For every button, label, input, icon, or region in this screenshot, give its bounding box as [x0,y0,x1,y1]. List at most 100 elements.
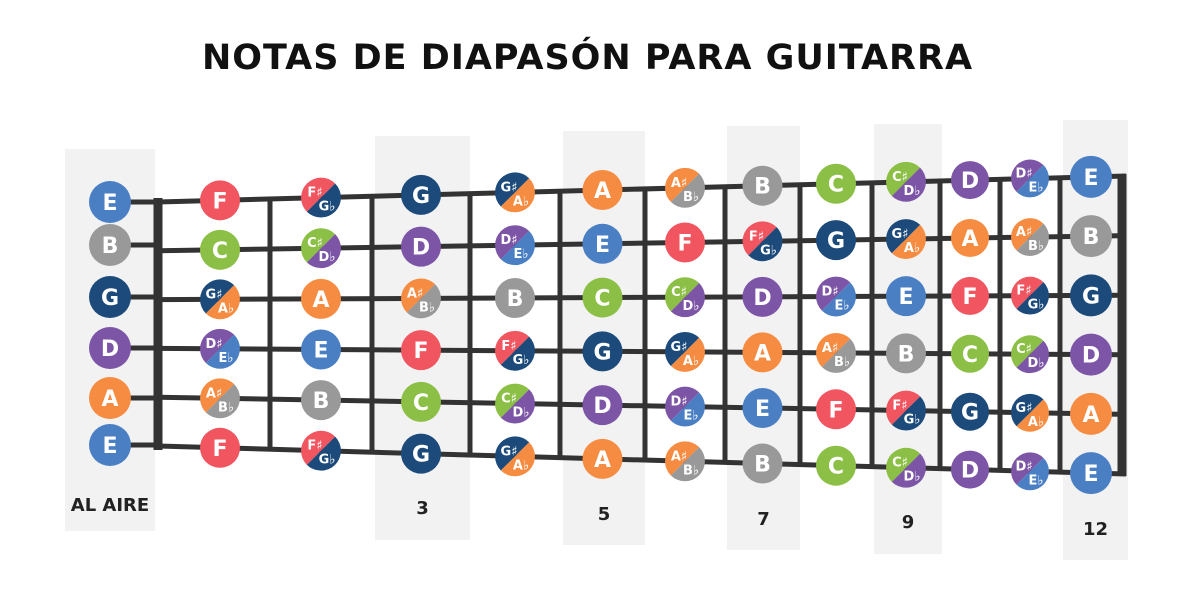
sharp-half [886,161,921,196]
sharp-half [665,441,700,476]
note-label: A [312,288,329,313]
note-s3-f2: A [301,278,341,319]
sharp-half [1011,218,1044,251]
note-label: C [212,239,228,264]
open-note-3: G [89,276,131,318]
sharp-label: D♯ [500,233,517,248]
note-circle [1070,215,1112,258]
sharp-label: G♯ [206,287,223,302]
fret-number-3: 3 [416,498,429,519]
note-circle [89,424,131,466]
note-s1-f12: E [1070,155,1112,198]
open-note-6: E [89,424,131,466]
flat-half [670,447,705,482]
flat-half [1016,282,1049,315]
note-s4-f10: C [951,334,989,373]
sharp-label: F♯ [1016,284,1031,299]
note-s4-f6: G♯A♭ [665,331,705,372]
note-label: B [102,234,119,259]
sharp-half [1011,393,1044,427]
note-s4-f7: A [742,332,783,373]
note-label: G [101,286,119,311]
note-label: G [412,184,430,209]
flat-label: A♭ [218,301,234,316]
flat-half [748,227,783,262]
note-s2-f12: B [1070,215,1112,258]
sharp-half [200,279,235,314]
note-label: B [507,287,524,312]
note-s1-f4: G♯A♭ [495,172,535,213]
note-s6-f12: E [1070,452,1112,495]
sharp-half [200,378,235,413]
note-circle [1070,155,1112,198]
note-s1-f1: F [200,180,240,221]
note-s4-f11: C♯D♭ [1011,335,1049,374]
sharp-half [1011,276,1044,310]
sharp-label: D♯ [821,285,838,300]
note-s1-f8: C [816,163,856,204]
sharp-label: A♯ [1016,225,1032,240]
note-circle [89,276,131,318]
sharp-label: F♯ [749,229,764,244]
note-label: B [754,453,771,478]
flat-label: D♭ [904,470,921,485]
open-strings-label: AL AIRE [71,495,149,516]
sharp-label: C♯ [892,456,908,471]
note-label: A [101,387,118,412]
note-label: A [594,179,611,204]
open-note-1: E [89,181,131,223]
note-label: D [593,394,611,419]
sharp-half [301,228,336,263]
flat-label: G♭ [319,200,336,215]
note-circle [951,450,989,489]
flat-label: G♭ [319,453,336,468]
sharp-label: G♯ [501,180,518,195]
sharp-label: F♯ [892,399,907,414]
flat-label: B♭ [683,190,699,205]
note-s2-f7: F♯G♭ [742,221,783,262]
note-s5-f12: A [1070,392,1112,435]
note-s5-f6: D♯E♭ [665,386,705,427]
note-label: C [828,455,844,480]
note-label: E [595,233,610,258]
note-s2-f2: C♯D♭ [301,228,341,269]
flat-label: E♭ [834,299,849,314]
flat-half [205,285,240,320]
flat-half [500,442,535,477]
flat-half [1016,399,1049,432]
note-s4-f3: F [401,330,441,371]
note-s3-f9: E [886,276,926,317]
note-label: D [753,286,771,311]
sharp-label: G♯ [501,444,518,459]
note-label: A [754,341,771,366]
note-s3-f12: G [1070,274,1112,317]
note-s4-f9: B [886,333,926,374]
note-circle [886,276,926,317]
note-s2-f5: E [582,223,623,264]
sharp-label: A♯ [671,449,687,464]
note-s3-f5: C [582,277,623,318]
sharp-half [1011,335,1044,368]
note-s4-f5: G [582,331,623,372]
sharp-label: D♯ [1015,459,1032,474]
note-s5-f2: B [301,380,341,421]
note-s1-f11: D♯E♭ [1011,159,1049,198]
note-s5-f8: F [816,389,856,430]
flat-label: B♭ [683,463,699,478]
sharp-label: D♯ [670,395,687,410]
note-s4-f2: E [301,329,341,370]
sharp-label: A♯ [822,341,838,356]
note-circle [200,427,240,468]
flat-label: E♭ [683,409,698,424]
note-label: G [827,229,845,254]
flat-half [1016,165,1049,198]
flat-half [205,334,240,369]
sharp-half [401,278,436,313]
sharp-half [886,219,921,254]
fret-number-5: 5 [598,504,611,525]
note-s6-f6: A♯B♭ [665,441,705,482]
note-s6-f2: F♯G♭ [301,430,341,471]
note-s5-f11: G♯A♭ [1011,393,1049,432]
sharp-half [495,172,530,207]
note-circle [401,226,441,267]
